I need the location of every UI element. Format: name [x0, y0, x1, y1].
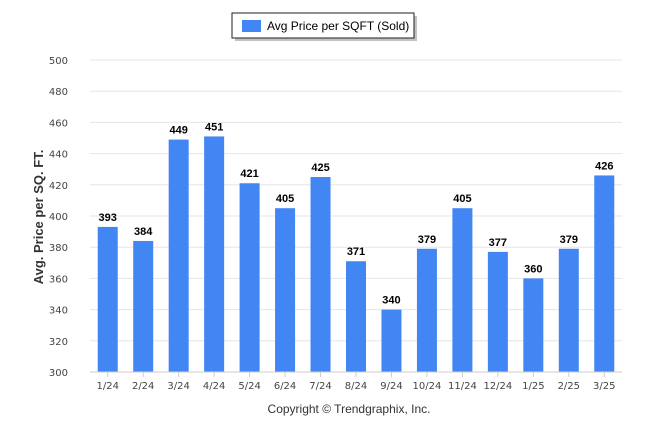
bar — [97, 226, 118, 372]
data-label: 426 — [595, 160, 613, 172]
data-label: 449 — [169, 125, 187, 137]
y-tick-label: 420 — [49, 181, 68, 192]
x-tick-label: 3/24 — [167, 381, 189, 392]
data-label: 379 — [560, 234, 578, 246]
y-tick-label: 340 — [49, 306, 68, 317]
x-tick-label: 3/25 — [593, 381, 615, 392]
x-tick-label: 2/25 — [558, 381, 580, 392]
bar — [346, 261, 366, 372]
y-tick-label: 440 — [49, 150, 68, 161]
data-label: 384 — [134, 226, 153, 238]
bar — [452, 208, 473, 372]
data-label: 379 — [418, 234, 436, 246]
data-label: 451 — [205, 121, 223, 133]
data-label: 405 — [276, 193, 294, 205]
x-tick-label: 7/24 — [309, 381, 331, 392]
x-tick-label: 10/24 — [413, 381, 442, 392]
bar — [381, 309, 402, 372]
y-tick-label: 400 — [49, 212, 68, 223]
bar — [594, 175, 615, 372]
y-tick-label: 480 — [49, 87, 68, 98]
bar — [204, 136, 225, 372]
data-label: 340 — [382, 295, 400, 307]
data-labels: 393 384 449 451 421 405 425 371 340 379 405 377 360 3… — [99, 121, 614, 306]
bar — [133, 240, 154, 372]
bars — [97, 136, 615, 372]
data-label: 421 — [240, 168, 258, 180]
data-label: 377 — [489, 237, 507, 249]
copyright-text: Copyright © Trendgraphix, Inc. — [268, 402, 431, 416]
legend-label: Avg Price per SQFT (Sold) — [267, 19, 409, 33]
bar — [275, 208, 296, 372]
x-tick-label: 2/24 — [132, 381, 154, 392]
x-tick-label: 4/24 — [203, 381, 225, 392]
x-tick-label: 9/24 — [380, 381, 402, 392]
x-tick-label: 1/25 — [522, 381, 544, 392]
x-tick-label: 8/24 — [345, 381, 367, 392]
data-label: 425 — [311, 162, 329, 174]
bar — [168, 139, 189, 372]
bar — [523, 278, 544, 372]
x-tick-label: 12/24 — [483, 381, 512, 392]
y-axis-title: Avg. Price per SQ. FT. — [31, 150, 46, 285]
y-tick-label: 360 — [49, 274, 68, 285]
data-label: 405 — [453, 193, 471, 205]
legend[interactable]: Avg Price per SQFT (Sold) — [231, 12, 417, 41]
legend-box — [231, 12, 415, 39]
x-tick-label: 11/24 — [448, 381, 477, 392]
y-tick-label: 380 — [49, 243, 68, 254]
x-tick-label: 1/24 — [96, 381, 118, 392]
x-tick-label: 6/24 — [274, 381, 296, 392]
bar — [239, 183, 260, 372]
x-tick-label: 5/24 — [238, 381, 260, 392]
bar — [310, 177, 331, 372]
y-tick-label: 320 — [49, 337, 68, 348]
data-label: 360 — [524, 263, 542, 275]
bar — [416, 248, 437, 372]
y-axis-ticks: 300 320 340 360 380 400 420 440 460 480 500 — [49, 56, 68, 379]
y-tick-label: 300 — [49, 368, 68, 379]
bar — [558, 248, 579, 372]
bar — [487, 251, 508, 372]
data-label: 371 — [347, 246, 365, 258]
x-axis-ticks: 1/24 2/24 3/24 4/24 5/24 6/24 7/24 8/24 9/24 10/2… — [96, 372, 616, 392]
legend-swatch — [242, 20, 261, 32]
data-label: 393 — [99, 212, 117, 224]
y-tick-label: 500 — [49, 56, 68, 67]
y-tick-label: 460 — [49, 118, 68, 129]
